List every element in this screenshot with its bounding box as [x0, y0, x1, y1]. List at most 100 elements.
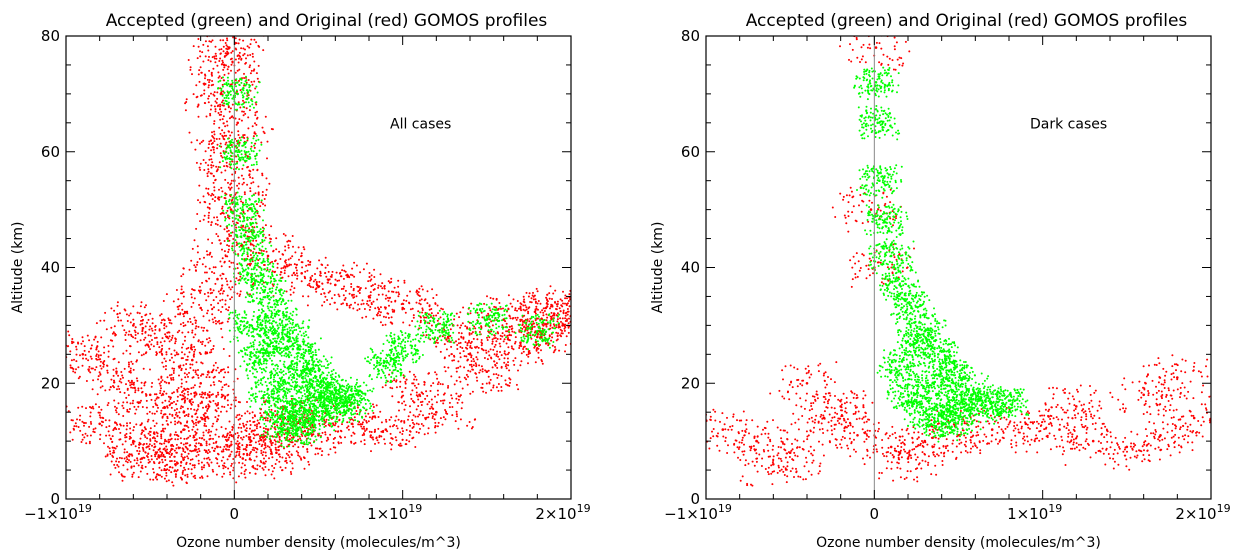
data-point — [205, 271, 208, 274]
data-point — [130, 335, 133, 338]
data-point — [401, 438, 404, 441]
data-point — [525, 291, 528, 294]
data-point — [342, 287, 345, 290]
data-point — [230, 179, 233, 182]
data-point — [467, 375, 469, 378]
data-point — [241, 206, 244, 208]
data-point — [377, 312, 379, 315]
data-point — [156, 478, 159, 481]
data-point — [466, 359, 469, 362]
data-point — [226, 52, 229, 55]
data-point — [220, 380, 222, 383]
data-point — [198, 257, 201, 260]
data-point — [108, 419, 111, 422]
data-point — [146, 321, 148, 324]
data-point — [212, 299, 215, 302]
data-point — [446, 340, 449, 343]
data-point — [225, 164, 228, 167]
data-point — [161, 337, 164, 340]
data-point — [385, 316, 387, 319]
data-point — [80, 342, 83, 345]
data-point — [365, 427, 368, 430]
data-point — [560, 320, 562, 323]
data-point — [121, 479, 124, 482]
data-point — [149, 325, 152, 328]
data-point — [388, 418, 391, 421]
data-point — [283, 290, 286, 293]
data-point — [272, 249, 275, 252]
data-point — [204, 406, 207, 409]
data-point — [244, 459, 247, 461]
data-point — [250, 203, 253, 205]
data-point — [202, 392, 205, 395]
data-point — [429, 407, 432, 410]
data-point — [163, 380, 166, 383]
data-point — [224, 217, 227, 220]
data-point — [224, 197, 227, 200]
data-point — [362, 268, 365, 271]
data-point — [137, 476, 140, 479]
data-point — [195, 424, 198, 427]
data-point — [245, 423, 248, 426]
data-point — [194, 269, 197, 272]
data-point — [187, 415, 190, 418]
data-point — [183, 428, 186, 431]
data-point — [361, 299, 364, 302]
data-point — [466, 424, 469, 427]
data-point — [241, 254, 244, 257]
data-point — [161, 361, 164, 364]
data-point — [116, 423, 119, 426]
data-point — [191, 458, 194, 461]
data-point — [117, 465, 120, 468]
data-point — [214, 266, 217, 269]
data-point — [81, 405, 84, 408]
data-point — [256, 468, 259, 471]
data-point — [448, 401, 451, 404]
data-point — [380, 435, 383, 438]
data-point — [77, 426, 80, 428]
data-point — [198, 385, 201, 388]
data-point — [214, 402, 217, 405]
data-point — [115, 422, 118, 425]
data-point — [224, 438, 227, 441]
data-point — [284, 466, 287, 469]
data-point — [215, 170, 218, 173]
data-point — [359, 271, 362, 274]
data-point — [248, 471, 251, 474]
data-point — [90, 347, 93, 350]
data-point — [182, 450, 185, 452]
data-point — [257, 251, 260, 254]
data-point — [261, 288, 264, 291]
data-point — [252, 244, 255, 247]
data-point — [192, 422, 195, 425]
data-point — [69, 431, 72, 434]
data-point — [223, 436, 226, 438]
data-point — [230, 464, 233, 467]
data-point — [214, 361, 217, 364]
data-point — [187, 468, 190, 470]
data-point — [507, 361, 509, 364]
data-point — [222, 45, 225, 48]
data-point — [451, 406, 454, 408]
data-point — [231, 160, 234, 163]
data-point — [304, 276, 306, 279]
data-point — [118, 438, 121, 441]
data-point — [257, 214, 260, 217]
data-point — [129, 321, 132, 324]
data-point — [260, 445, 263, 448]
data-point — [419, 319, 422, 322]
data-point — [374, 428, 376, 431]
data-point — [505, 342, 508, 345]
data-point — [185, 461, 188, 464]
data-point — [179, 437, 182, 440]
data-point — [177, 298, 180, 301]
data-point — [245, 434, 248, 437]
data-point — [199, 201, 202, 204]
data-point — [154, 439, 157, 442]
data-point — [547, 344, 550, 347]
data-point — [224, 178, 227, 181]
data-point — [219, 446, 222, 449]
data-point — [226, 434, 229, 437]
data-point — [212, 399, 215, 402]
data-point — [331, 270, 334, 273]
